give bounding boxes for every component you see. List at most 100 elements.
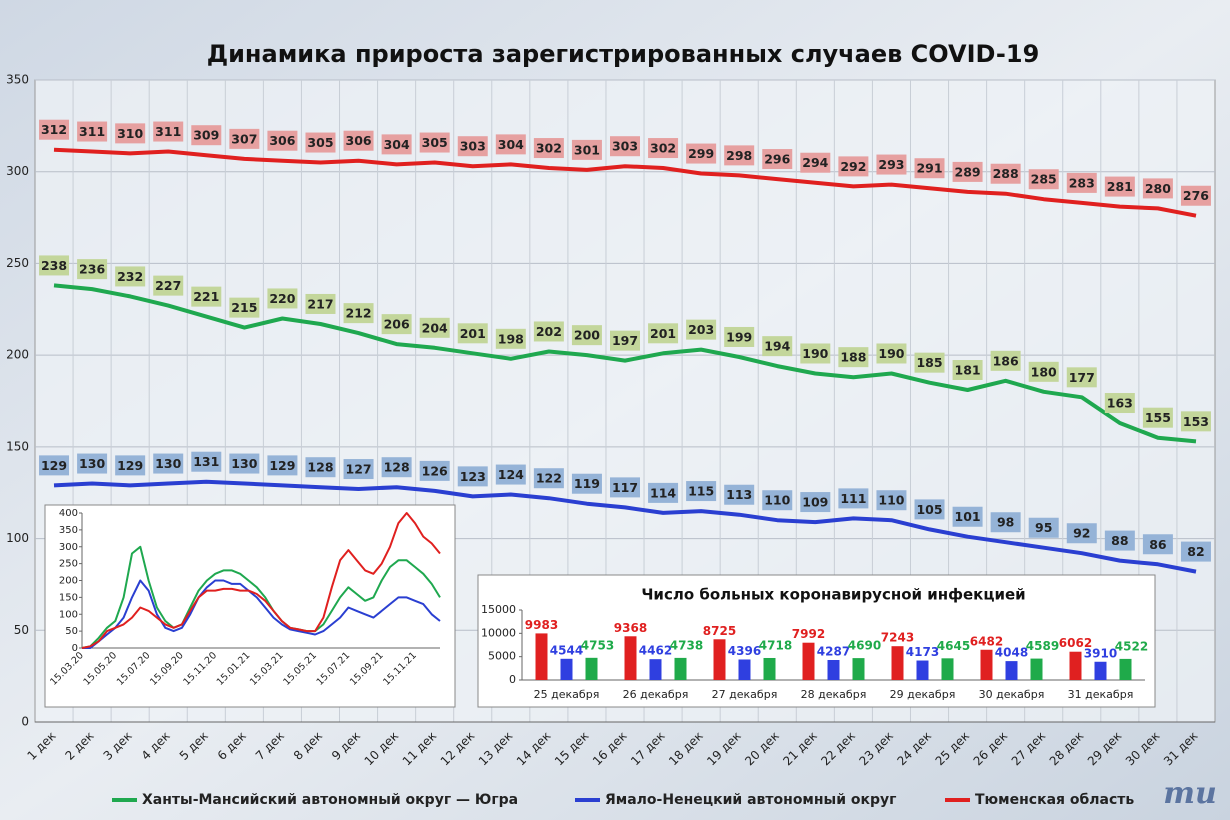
data-label: 186 <box>993 353 1019 368</box>
data-label: 227 <box>155 278 181 293</box>
bar <box>585 657 598 680</box>
y-tick-label: 200 <box>59 576 78 587</box>
data-label-box <box>800 152 831 173</box>
data-label-box <box>686 319 717 340</box>
y-tick-label: 5000 <box>488 650 516 663</box>
data-label: 110 <box>764 493 790 508</box>
data-label: 9368 <box>614 621 647 635</box>
data-label-box <box>39 255 70 276</box>
data-label: 129 <box>269 458 295 473</box>
data-label: 296 <box>764 152 790 167</box>
data-label: 117 <box>612 480 638 495</box>
data-label: 4048 <box>995 646 1028 660</box>
data-label: 190 <box>802 346 828 361</box>
data-label-box <box>952 161 983 182</box>
series-line <box>81 545 441 649</box>
data-label-box <box>1028 517 1059 538</box>
data-label-box <box>990 350 1021 371</box>
legend-label: Ямало-Ненецкий автономный округ <box>605 792 896 808</box>
data-label-box <box>914 352 945 373</box>
bar <box>535 633 548 680</box>
data-label: 221 <box>193 289 219 304</box>
data-label-box <box>762 336 793 357</box>
data-label-box <box>724 326 755 347</box>
logo: mu <box>1163 776 1217 811</box>
data-label: 312 <box>41 122 67 137</box>
bar <box>1119 658 1132 680</box>
data-label-box <box>343 459 374 480</box>
data-label: 6482 <box>970 634 1003 648</box>
inset-title: Число больных коронавирусной инфекцией <box>641 586 1025 604</box>
data-label: 289 <box>955 164 981 179</box>
x-tick-label: 26 декабря <box>623 688 689 701</box>
y-tick-label: 350 <box>59 525 78 536</box>
data-label-box <box>267 455 298 476</box>
data-label: 293 <box>878 157 904 172</box>
data-label: 302 <box>536 141 562 156</box>
data-label: 92 <box>1073 526 1090 541</box>
data-label-box <box>191 125 222 146</box>
data-label: 303 <box>612 139 638 154</box>
bar <box>763 657 776 680</box>
data-label-box <box>952 506 983 527</box>
x-tick-label: 27 декабря <box>712 688 778 701</box>
data-label-box <box>419 132 450 153</box>
data-label-box <box>571 325 602 346</box>
data-label: 8725 <box>703 624 736 638</box>
data-label: 127 <box>346 462 372 477</box>
data-label: 129 <box>41 458 67 473</box>
data-label: 199 <box>726 329 752 344</box>
legend-label: Тюменская область <box>975 792 1134 808</box>
data-label-box <box>610 330 640 351</box>
data-label-box <box>648 138 679 159</box>
y-tick-label: 400 <box>59 508 78 519</box>
data-label-box <box>1142 178 1173 199</box>
bar <box>1069 651 1082 680</box>
data-label: 238 <box>41 258 67 273</box>
y-tick-label: 250 <box>59 559 78 570</box>
x-tick-label: 31 декабря <box>1068 688 1134 701</box>
data-label: 280 <box>1145 181 1171 196</box>
data-label: 197 <box>612 333 638 348</box>
data-label: 153 <box>1183 414 1209 429</box>
data-label-box <box>838 156 869 177</box>
data-label: 131 <box>193 454 219 469</box>
bar <box>941 658 954 680</box>
y-tick-label: 300 <box>59 542 78 553</box>
data-label-box <box>533 138 564 159</box>
data-label-box <box>610 477 640 498</box>
data-label: 3910 <box>1084 646 1117 660</box>
bar <box>852 658 865 680</box>
bar <box>891 646 904 680</box>
data-label: 7992 <box>792 627 825 641</box>
data-label: 232 <box>117 269 143 284</box>
data-label: 302 <box>650 141 676 156</box>
data-label: 6062 <box>1059 636 1092 650</box>
series-line <box>82 579 441 649</box>
data-label-box <box>495 328 526 349</box>
data-label-box <box>1104 393 1135 414</box>
data-label-box <box>762 490 793 511</box>
data-label-box <box>305 293 336 314</box>
bar <box>1030 658 1043 680</box>
data-label-box <box>914 158 945 179</box>
data-label-box <box>686 481 717 502</box>
data-label-box <box>115 123 146 144</box>
data-label: 4544 <box>550 643 583 657</box>
inset-frame <box>477 574 1156 708</box>
y-tick-label: 50 <box>14 623 29 637</box>
y-tick-label: 150 <box>59 592 78 603</box>
data-label-box <box>457 466 488 487</box>
data-label: 291 <box>916 161 942 176</box>
data-label-box <box>648 482 679 503</box>
data-label: 130 <box>79 456 105 471</box>
data-label: 4690 <box>848 639 881 653</box>
data-label: 194 <box>764 339 790 354</box>
data-label-box <box>1142 534 1173 555</box>
data-label: 201 <box>650 326 676 341</box>
x-tick-label: 29 декабря <box>890 688 956 701</box>
data-label-box <box>495 134 526 155</box>
y-tick-label: 50 <box>65 626 78 637</box>
data-label-box <box>191 451 222 472</box>
